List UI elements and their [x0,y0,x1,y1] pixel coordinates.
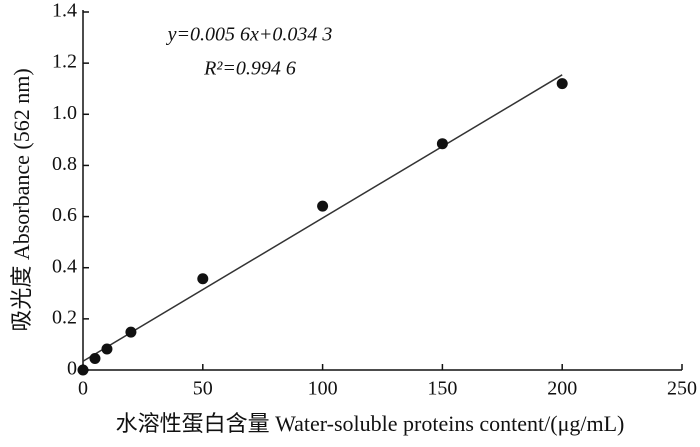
trend-line [82,74,563,362]
data-point [89,352,101,364]
y-tick-label: 0.4 [52,255,77,277]
y-tick-label: 0.2 [52,306,77,328]
x-tick-label: 50 [193,378,213,400]
y-axis-label: 吸光度 Absorbance (562 nm) [9,68,34,331]
data-point [556,78,568,90]
x-axis-label: 水溶性蛋白含量 Water-soluble proteins content/(… [116,411,625,436]
equation-annotation: y=0.005 6x+0.034 3 [166,24,333,46]
x-tick-label: 0 [78,378,88,400]
y-tick-label: 0.8 [52,153,77,175]
data-point [197,273,209,285]
data-point [317,200,329,212]
data-point [125,326,137,338]
data-point [77,364,89,376]
data-point [101,343,113,355]
x-tick-label: 100 [308,378,338,400]
x-tick-label: 250 [667,378,697,400]
x-tick-label: 200 [547,378,577,400]
x-tick-label: 150 [427,378,457,400]
r-squared-annotation: R²=0.994 6 [203,58,296,80]
y-tick-label: 1.4 [52,0,77,22]
y-tick-label: 1.0 [52,102,77,124]
data-point [436,138,448,150]
y-tick-label: 0.6 [52,204,77,226]
y-tick-label: 1.2 [52,51,77,73]
y-tick-label: 0 [67,358,77,380]
